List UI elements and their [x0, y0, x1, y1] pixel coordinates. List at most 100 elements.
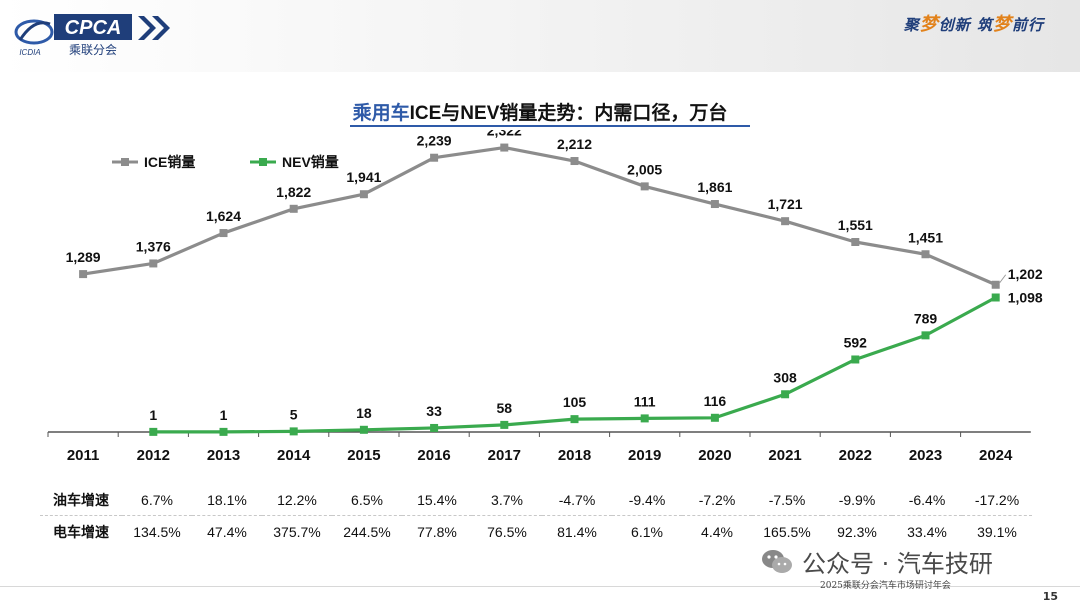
- data-label: 1,861: [697, 179, 732, 195]
- growth-cell: 12.2%: [277, 491, 317, 508]
- growth-table: 油车增速 6.7% 18.1% 12.2% 6.5% 15.4% 3.7% -4.7% -9.4…: [40, 484, 1032, 547]
- growth-cell: -9.9%: [838, 491, 876, 508]
- logo-subtitle: 乘联分会: [69, 43, 117, 57]
- x-axis: 2011 2012 2013 2014 2015 2016 2017 2018 2019 2020…: [47, 431, 1031, 464]
- x-tick-label: 2021: [768, 447, 801, 464]
- data-point: [359, 425, 368, 434]
- growth-cell: 47.4%: [192, 515, 262, 547]
- data-point: [500, 420, 509, 429]
- data-point: [991, 280, 1000, 289]
- series-nev: 1 1 5 18 33 58 105 111 116 308 592 789 1,098: [149, 289, 1043, 436]
- x-tick-label: 2013: [207, 447, 240, 464]
- x-tick-label: 2011: [67, 447, 100, 464]
- data-label: 2,212: [557, 136, 592, 152]
- data-point: [289, 204, 298, 213]
- growth-cell: -17.2%: [974, 491, 1020, 508]
- growth-cell: -9.4%: [628, 491, 666, 508]
- data-label: 1,822: [276, 184, 311, 200]
- legend-label: NEV销量: [282, 154, 339, 170]
- data-label: 2,239: [417, 133, 452, 149]
- data-label: 1,941: [346, 169, 381, 185]
- data-label: 116: [704, 393, 727, 409]
- data-label: 5: [290, 406, 298, 422]
- data-label: 1,721: [768, 196, 803, 212]
- growth-cell: 92.3%: [822, 515, 892, 547]
- x-tick-label: 2018: [558, 447, 591, 464]
- slogan-highlight: 梦: [992, 14, 1012, 35]
- data-point: [710, 413, 719, 422]
- wechat-icon: [762, 549, 792, 573]
- growth-cell: 18.1%: [207, 491, 247, 508]
- growth-cell: -7.5%: [768, 491, 806, 508]
- label-leader: [999, 274, 1007, 284]
- header-band: [0, 0, 1080, 72]
- growth-cell: -4.7%: [558, 491, 596, 508]
- data-point: [640, 414, 649, 423]
- chart-legend: ICE销量 NEV销量: [112, 154, 339, 170]
- slogan-part: 前行: [1011, 16, 1044, 34]
- data-label: 1,551: [838, 217, 873, 233]
- data-point: [219, 229, 228, 238]
- series-ice: 1,289 1,376 1,624 1,822 1,941 2,239 2,322 2,212…: [66, 130, 1043, 289]
- data-label: 2,005: [627, 161, 662, 177]
- logo-small-text: ICDIA: [19, 48, 40, 57]
- growth-row-label: 电车增速: [40, 515, 122, 547]
- growth-cell: 6.1%: [612, 515, 682, 547]
- series-line: [153, 296, 997, 434]
- data-point: [991, 293, 1000, 302]
- growth-cell: 6.5%: [351, 491, 383, 508]
- page-number: 15: [1042, 590, 1058, 603]
- footer-divider: [0, 586, 1080, 587]
- growth-cell: 375.7%: [262, 515, 332, 547]
- growth-cell: 4.4%: [682, 515, 752, 547]
- sales-line-chart: ICE销量 NEV销量 2011 2012 2013 2014 2015 2016 2017 2…: [47, 130, 1043, 464]
- data-point: [149, 259, 158, 268]
- data-point: [430, 153, 439, 162]
- slogan-part: 创新: [938, 16, 977, 34]
- chart-title-rest: ICE与NEV销量走势：内需口径，万台: [409, 103, 728, 124]
- data-label: 1: [220, 407, 228, 423]
- data-point: [570, 157, 579, 166]
- growth-cell: 81.4%: [542, 515, 612, 547]
- watermark-text: 公众号 · 汽车技研: [802, 550, 993, 578]
- growth-cell: 6.7%: [141, 491, 173, 508]
- data-label: 33: [426, 403, 442, 419]
- data-point: [921, 331, 930, 340]
- data-label: 308: [773, 369, 797, 385]
- data-point: [781, 390, 790, 399]
- data-label: 1,202: [1008, 266, 1043, 282]
- growth-cell: 244.5%: [332, 515, 402, 547]
- data-label: 58: [497, 400, 513, 416]
- chart-title-highlight: 乘用车: [352, 103, 410, 124]
- data-point: [781, 217, 790, 226]
- x-tick-label: 2024: [979, 447, 1013, 464]
- data-point: [219, 427, 228, 436]
- watermark: 公众号 · 汽车技研: [760, 544, 993, 579]
- data-label: 1: [149, 407, 157, 423]
- slogan: 聚梦创新 筑梦前行: [904, 10, 1044, 36]
- data-label: 592: [844, 334, 868, 350]
- title-underline: [350, 125, 750, 127]
- x-tick-label: 2023: [909, 447, 942, 464]
- growth-cell: 77.8%: [402, 515, 472, 547]
- slogan-part: 筑: [976, 16, 993, 34]
- data-label: 1,289: [66, 249, 101, 265]
- x-tick-label: 2017: [488, 447, 521, 464]
- x-tick-label: 2016: [417, 447, 450, 464]
- footer-caption: 2025乘联分会汽车市场研讨年会: [820, 581, 951, 591]
- growth-cell: 134.5%: [122, 515, 192, 547]
- growth-cell: 3.7%: [491, 491, 523, 508]
- data-point: [851, 355, 860, 364]
- data-label: 1,376: [136, 238, 171, 254]
- growth-cell: 39.1%: [962, 515, 1032, 547]
- data-point: [640, 182, 649, 191]
- data-label: 2,322: [487, 130, 522, 139]
- x-tick-label: 2019: [628, 447, 661, 464]
- data-point: [79, 270, 88, 279]
- data-point: [710, 200, 719, 209]
- data-label: 111: [634, 393, 656, 409]
- slogan-highlight: 梦: [919, 14, 939, 35]
- growth-row: 电车增速 134.5% 47.4% 375.7% 244.5% 77.8% 76.5% 81.…: [40, 515, 1032, 547]
- data-point: [149, 427, 158, 436]
- data-label: 1,624: [206, 208, 241, 224]
